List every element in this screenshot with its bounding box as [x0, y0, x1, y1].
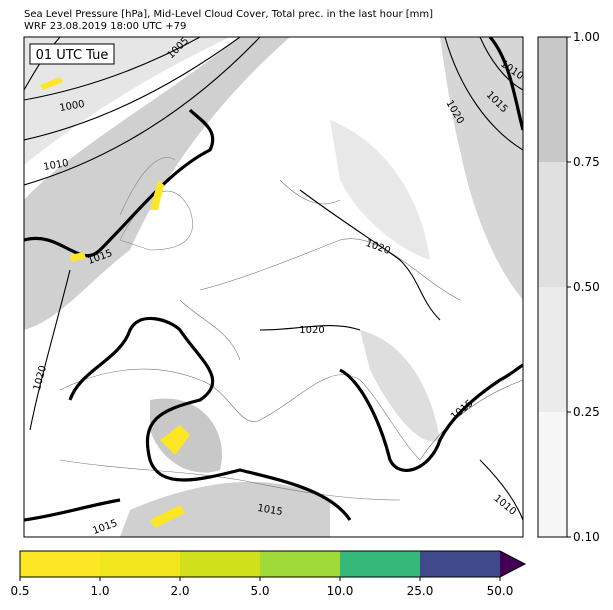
colorbar-tick-label: 5.0 — [250, 584, 269, 598]
time-label-box — [29, 43, 115, 65]
colorbar-tick-label: 1.0 — [90, 584, 109, 598]
colorbar-tick-label: 0.50 — [573, 280, 600, 294]
colorbar-tick-label: 2.0 — [170, 584, 189, 598]
subtitle: WRF 23.08.2019 18:00 UTC +79 — [24, 21, 186, 32]
colorbar-tick-label: 0.25 — [573, 405, 600, 419]
cloud-area — [120, 481, 330, 537]
colorbar-extend — [500, 551, 525, 577]
contour-label: 1015 — [256, 503, 283, 518]
colorbar-tick-label: 10.0 — [327, 584, 354, 598]
contour-label: 1000 — [59, 99, 86, 114]
colorbar-tick-label: 0.10 — [573, 530, 600, 544]
cloud-area — [440, 37, 523, 300]
colorbar-segment — [340, 551, 420, 577]
colorbar-frame — [19, 550, 527, 578]
colorbar-segment — [260, 551, 340, 577]
title: Sea Level Pressure [hPa], Mid-Level Clou… — [24, 9, 433, 20]
colorbar-tick-label: 25.0 — [407, 584, 434, 598]
colorbar-tick-label: 1.00 — [573, 30, 600, 44]
colorbar-segment — [100, 551, 180, 577]
colorbar-segment — [538, 287, 567, 412]
isobar-1015 — [24, 37, 523, 522]
coastline — [59, 179, 523, 501]
colorbar-segment — [20, 551, 100, 577]
colorbar-segment — [538, 37, 567, 162]
cloud-colorbar: 0.10 0.25 0.50 0.75 1.00 — [537, 30, 600, 544]
colorbar-tick-label: 0.75 — [573, 155, 600, 169]
colorbar-tick-label: 0.5 — [10, 584, 29, 598]
time-label: 01 UTC Tue — [36, 48, 109, 63]
cloud-area — [330, 120, 430, 260]
colorbar-segment — [420, 551, 500, 577]
contour-label: 1010 — [43, 158, 70, 173]
colorbar-segment — [180, 551, 260, 577]
cloud-area — [24, 37, 230, 165]
isobar — [24, 37, 523, 521]
contour-label: 1020 — [299, 325, 324, 336]
colorbar-segment — [538, 412, 567, 537]
cloud-area — [360, 330, 440, 442]
colorbar-segment — [538, 162, 567, 287]
precip-colorbar: 0.5 1.0 2.0 5.0 10.0 25.0 50.0 — [10, 550, 527, 598]
colorbar-tick-label: 50.0 — [487, 584, 514, 598]
map-frame — [23, 36, 524, 538]
map-background — [24, 37, 523, 537]
